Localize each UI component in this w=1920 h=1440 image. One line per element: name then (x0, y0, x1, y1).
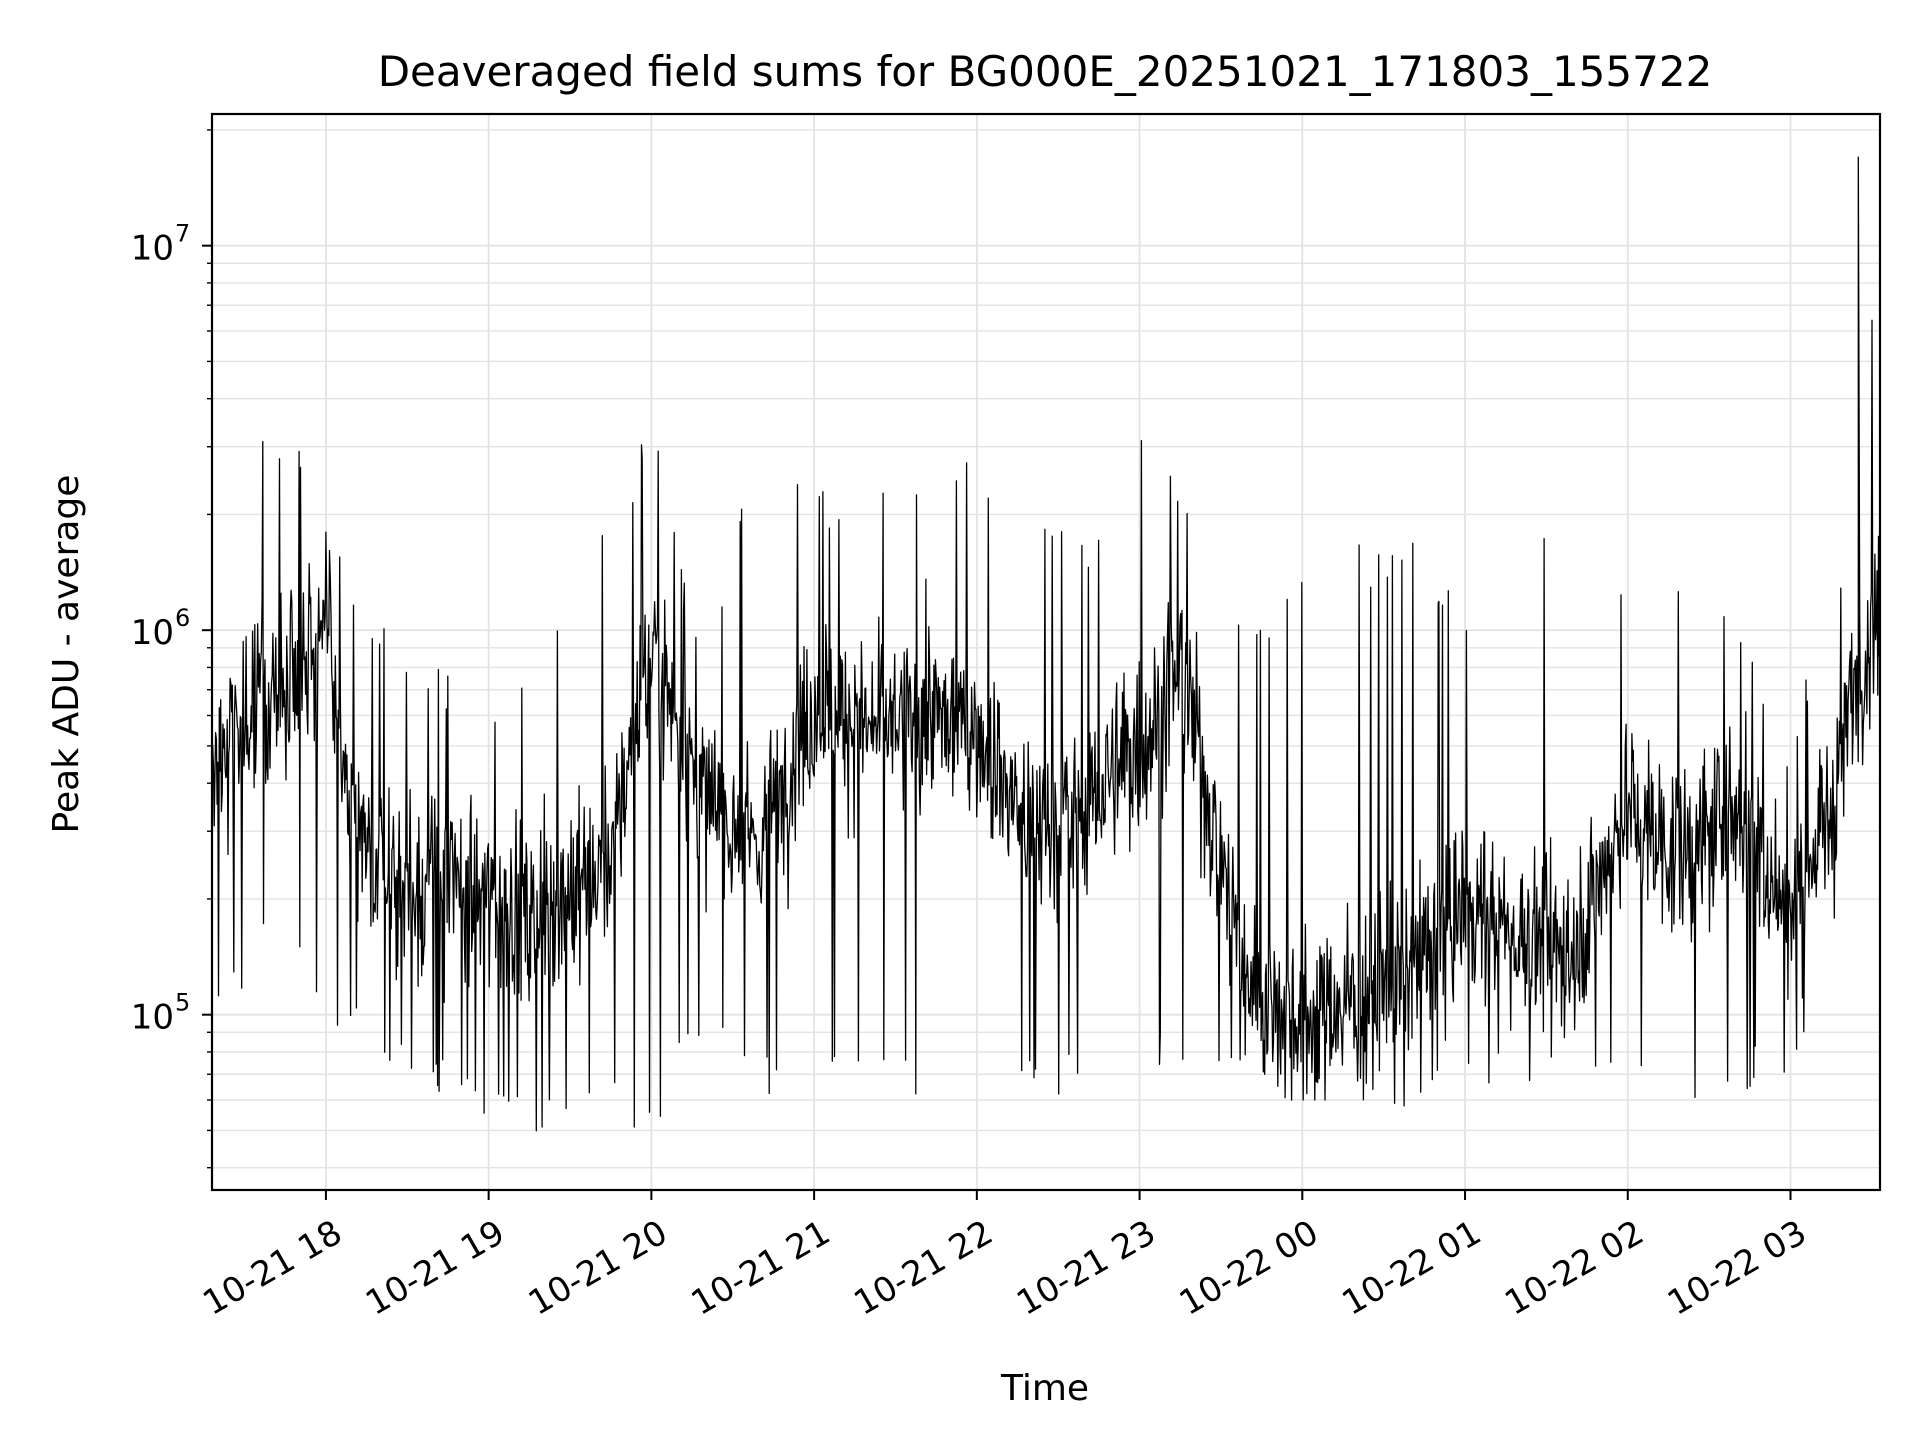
chart-title: Deaveraged field sums for BG000E_2025102… (378, 47, 1713, 96)
series-peak-adu (211, 156, 1881, 1132)
y-tick-base: 10 (131, 998, 174, 1038)
y-tick-base: 10 (131, 613, 174, 653)
x-axis-label: Time (1000, 1368, 1089, 1409)
y-tick-label: 10 6 (131, 604, 191, 653)
y-tick-exponent: 6 (175, 604, 190, 632)
series-line (211, 156, 1881, 1132)
y-axis-label: Peak ADU - average (46, 475, 87, 834)
plot-area (210, 112, 1882, 1192)
y-tick-base: 10 (131, 229, 174, 269)
y-tick-exponent: 7 (175, 220, 190, 248)
y-tick-label: 10 7 (131, 220, 191, 269)
y-tick-exponent: 5 (175, 989, 190, 1017)
y-tick-label: 10 5 (131, 989, 191, 1038)
